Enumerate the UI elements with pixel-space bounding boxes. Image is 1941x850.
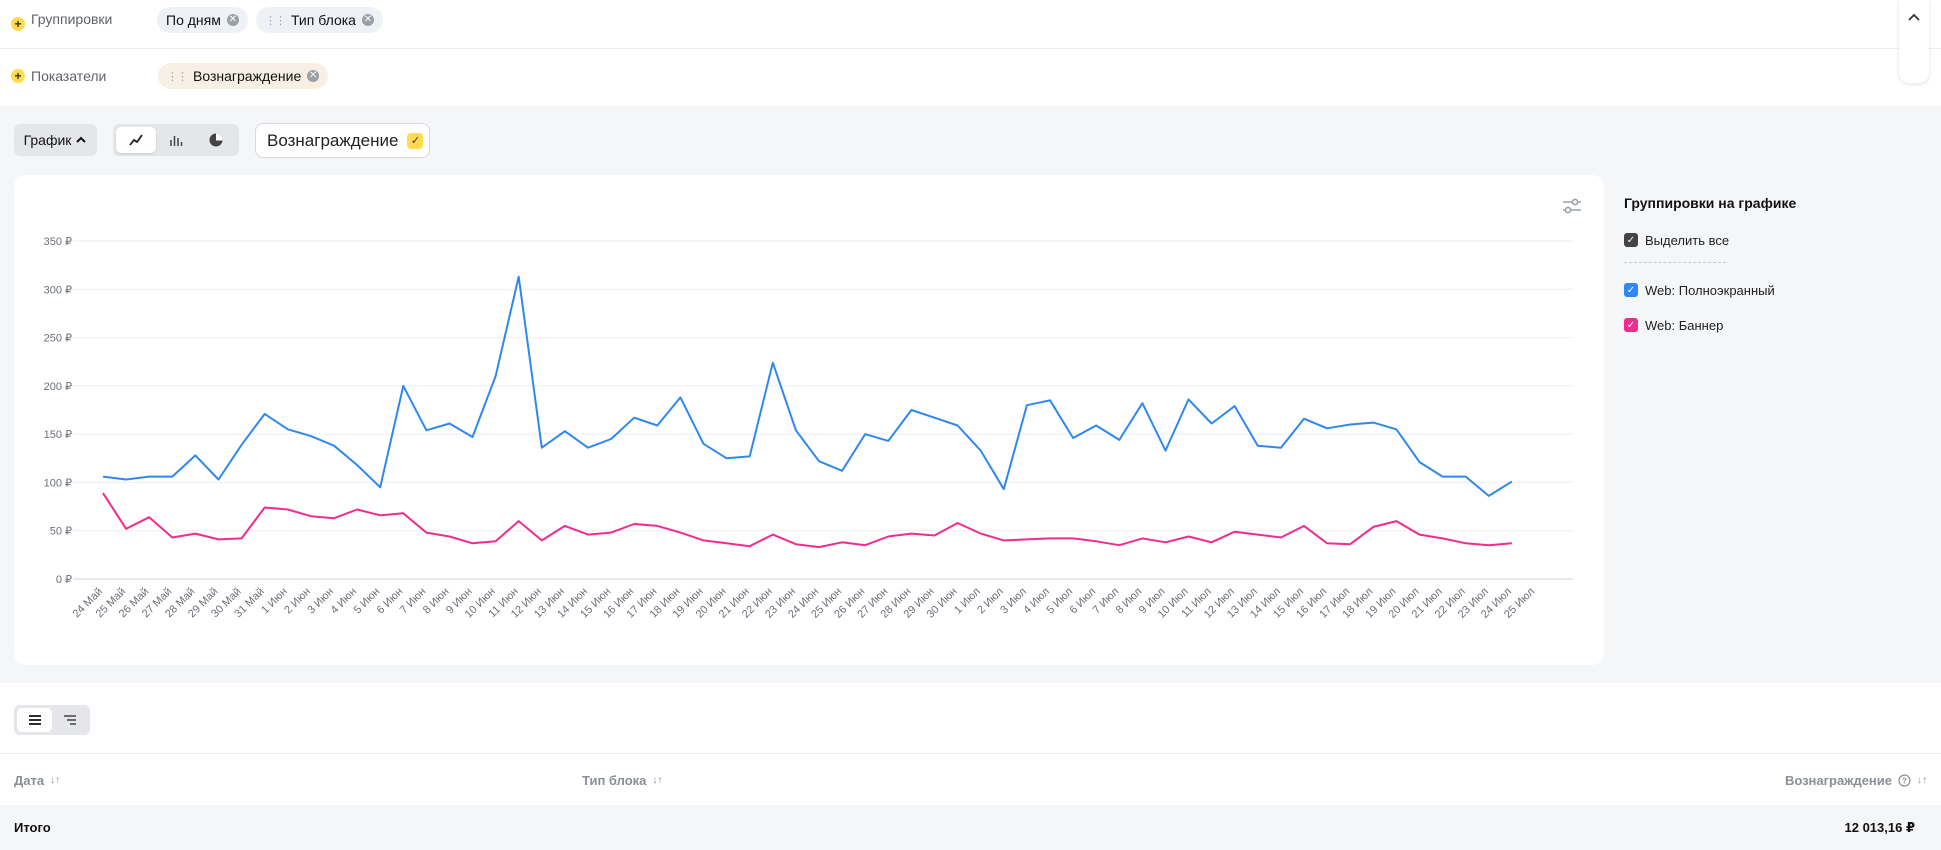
grouping-chip-label: Тип блока bbox=[291, 12, 356, 28]
column-header-date[interactable]: Дата ↓↑ bbox=[14, 773, 60, 788]
column-label: Вознаграждение bbox=[1784, 773, 1892, 788]
chart-card bbox=[14, 175, 1604, 665]
metric-chip-reward[interactable]: ⋮⋮ Вознаграждение ✕ bbox=[158, 63, 329, 89]
sort-icon[interactable]: ↓↑ bbox=[1917, 775, 1927, 786]
y-tick-label: 0 ₽ bbox=[56, 574, 72, 586]
pie-chart-type-button[interactable] bbox=[196, 127, 236, 153]
bar-chart-type-button[interactable] bbox=[156, 127, 196, 153]
chart-legend: Группировки на графике ✓ Выделить все ✓ … bbox=[1624, 195, 1924, 334]
grouping-chip-block-type[interactable]: ⋮⋮ Тип блока ✕ bbox=[256, 7, 383, 33]
column-label: Дата bbox=[14, 773, 45, 788]
checkbox-checked-icon: ✓ bbox=[1624, 283, 1638, 297]
remove-chip-icon[interactable]: ✕ bbox=[361, 14, 374, 26]
chevron-up-icon bbox=[1908, 13, 1920, 21]
remove-chip-icon[interactable]: ✕ bbox=[226, 14, 239, 26]
legend-title: Группировки на графике bbox=[1624, 195, 1797, 211]
checkbox-checked-icon: ✓ bbox=[1624, 318, 1638, 332]
metric-toggle-label: Вознаграждение bbox=[267, 130, 399, 150]
drag-handle-icon[interactable]: ⋮⋮ bbox=[265, 14, 286, 27]
legend-item-banner[interactable]: ✓ Web: Баннер bbox=[1624, 316, 1924, 334]
y-tick-label: 150 ₽ bbox=[44, 429, 72, 441]
groupings-label: Группировки bbox=[31, 11, 113, 27]
list-icon bbox=[28, 715, 41, 725]
view-mode-button[interactable]: График bbox=[14, 124, 97, 156]
flat-view-button[interactable] bbox=[17, 708, 52, 732]
series-line[interactable] bbox=[102, 492, 1512, 549]
legend-item-label: Web: Баннер bbox=[1645, 317, 1724, 333]
series-line[interactable] bbox=[102, 275, 1513, 497]
y-tick-label: 300 ₽ bbox=[44, 284, 72, 296]
drag-handle-icon[interactable]: ⋮⋮ bbox=[167, 70, 188, 83]
metrics-label: Показатели bbox=[31, 68, 107, 84]
tree-view-button[interactable] bbox=[52, 708, 87, 732]
chevron-up-icon bbox=[76, 136, 87, 143]
checkmark-icon: ✓ bbox=[407, 132, 424, 149]
help-icon[interactable]: ? bbox=[1898, 774, 1911, 787]
select-all-checkbox[interactable]: ✓ Выделить все bbox=[1624, 231, 1924, 249]
y-tick-label: 350 ₽ bbox=[44, 236, 72, 248]
collapse-panel-button[interactable] bbox=[1899, 0, 1929, 83]
chart-type-switch bbox=[113, 124, 239, 156]
filters-panel: + Группировки По дням ✕ ⋮⋮ Тип блока ✕ +… bbox=[0, 0, 1941, 106]
view-mode-label: График bbox=[23, 132, 72, 148]
remove-chip-icon[interactable]: ✕ bbox=[307, 70, 320, 82]
pie-chart-icon bbox=[209, 133, 223, 147]
grouping-chip-label: По дням bbox=[166, 12, 221, 28]
svg-text:?: ? bbox=[1902, 777, 1907, 786]
checkbox-checked-icon: ✓ bbox=[1624, 233, 1638, 247]
column-header-block-type[interactable]: Тип блока ↓↑ bbox=[582, 773, 662, 788]
y-tick-label: 50 ₽ bbox=[50, 526, 72, 538]
total-value: 12 013,16 ₽ bbox=[1844, 820, 1916, 835]
sort-icon[interactable]: ↓↑ bbox=[50, 775, 61, 786]
grouping-chip-by-days[interactable]: По дням ✕ bbox=[157, 7, 248, 33]
metric-toggle-reward[interactable]: Вознаграждение ✓ bbox=[255, 123, 430, 158]
total-row: Итого 12 013,16 ₽ bbox=[0, 805, 1941, 850]
bar-chart-icon bbox=[170, 136, 183, 146]
select-all-label: Выделить все bbox=[1645, 232, 1730, 248]
table-view-switch bbox=[14, 705, 90, 735]
metrics-row: + Показатели ⋮⋮ Вознаграждение ✕ bbox=[0, 52, 1941, 101]
legend-item-fullscreen[interactable]: ✓ Web: Полноэкранный bbox=[1624, 281, 1924, 299]
y-tick-label: 200 ₽ bbox=[44, 381, 72, 393]
legend-item-label: Web: Полноэкранный bbox=[1645, 282, 1775, 298]
sort-icon[interactable]: ↓↑ bbox=[652, 775, 663, 786]
column-header-reward[interactable]: Вознаграждение ? ↓↑ bbox=[1785, 773, 1927, 788]
total-label: Итого bbox=[14, 820, 51, 835]
legend-divider bbox=[1624, 262, 1726, 263]
tree-icon bbox=[63, 715, 76, 725]
add-grouping-icon[interactable]: + bbox=[11, 17, 25, 31]
column-label: Тип блока bbox=[582, 773, 647, 788]
chart-settings-icon[interactable] bbox=[1562, 196, 1582, 216]
line-chart-type-button[interactable] bbox=[116, 127, 156, 153]
y-tick-label: 250 ₽ bbox=[44, 333, 72, 345]
add-metric-icon[interactable]: + bbox=[11, 69, 25, 83]
groupings-row: + Группировки По дням ✕ ⋮⋮ Тип блока ✕ bbox=[0, 0, 1941, 49]
line-chart-icon bbox=[129, 134, 143, 146]
metric-chip-label: Вознаграждение bbox=[193, 68, 302, 84]
y-tick-label: 100 ₽ bbox=[44, 477, 72, 489]
table-header: Дата ↓↑ Тип блока ↓↑ Вознаграждение ? ↓↑ bbox=[0, 753, 1941, 805]
